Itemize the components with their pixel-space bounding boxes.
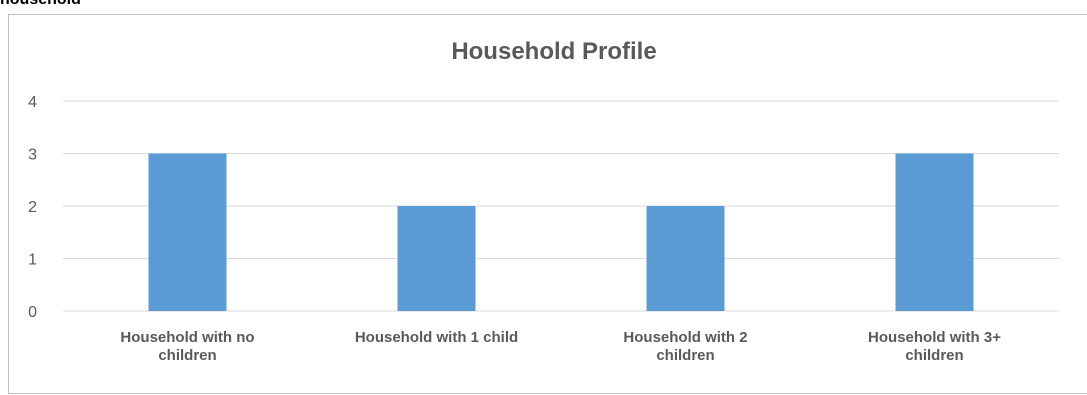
bars (148, 153, 974, 311)
page-heading: household (0, 0, 81, 9)
x-category-label: Household with 1 child (355, 329, 518, 346)
x-category-label: children (656, 347, 714, 364)
y-tick-label: 0 (28, 304, 37, 321)
bar (646, 206, 725, 311)
bar (148, 153, 227, 311)
y-tick-label: 3 (28, 147, 37, 164)
chart-title: Household Profile (451, 38, 656, 65)
x-category-label: Household with 2 (623, 329, 747, 346)
x-category-label: Household with 3+ (868, 329, 1001, 346)
y-tick-label: 4 (28, 94, 37, 111)
bar (397, 206, 476, 311)
gridlines (63, 100, 1059, 312)
x-category-label: Household with no (120, 329, 254, 346)
chart-frame: Household Profile 0 1 2 3 4 Household with n… (8, 14, 1087, 394)
bar (895, 153, 974, 311)
y-tick-label: 2 (28, 199, 37, 216)
y-tick-label: 1 (28, 252, 37, 269)
x-category-label: children (905, 347, 963, 364)
y-axis-ticks: 0 1 2 3 4 (28, 94, 37, 321)
x-category-label: children (158, 347, 216, 364)
household-profile-chart: Household Profile 0 1 2 3 4 Household with n… (28, 38, 1059, 364)
